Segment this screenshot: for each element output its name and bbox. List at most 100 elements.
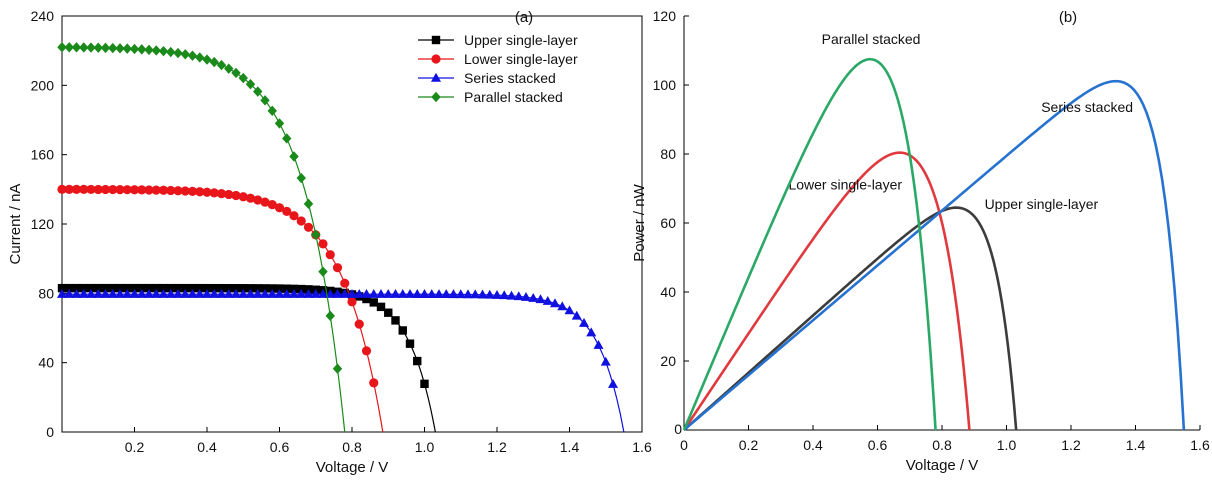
x-tick-label: 1.6 (1190, 437, 1210, 453)
series-marker-2 (347, 289, 357, 298)
series-marker-2 (542, 295, 553, 305)
series-marker-0 (289, 284, 299, 294)
series-marker-2 (339, 289, 350, 298)
series-marker-2 (361, 289, 372, 298)
series-marker-1 (289, 211, 299, 221)
series-marker-0 (210, 283, 219, 293)
series-marker-2 (513, 291, 524, 301)
series-marker-1 (100, 184, 111, 195)
series-marker-2 (151, 289, 162, 298)
y-tick-label: 240 (31, 8, 55, 24)
series-marker-2 (93, 289, 104, 298)
series-marker-1 (282, 206, 292, 216)
legend-label-3: Parallel stacked (464, 89, 563, 105)
series-marker-1 (57, 184, 67, 194)
series-marker-0 (72, 283, 81, 293)
chart-panel-0: 0.2 0.4 0.6 0.8 1.0 1.2 1.4 1.6 0 40 80 120 160 200 24… (7, 8, 652, 476)
series-marker-2 (129, 289, 140, 298)
series-marker-3 (122, 43, 132, 54)
series-marker-1 (274, 203, 285, 213)
origin-label: 0 (674, 421, 682, 437)
x-tick-label: 0.2 (739, 437, 759, 453)
series-marker-2 (593, 340, 604, 349)
series-marker-1 (245, 193, 256, 203)
series-marker-3 (93, 42, 103, 53)
series-marker-2 (158, 289, 169, 298)
series-marker-3 (267, 105, 277, 117)
series-marker-3 (195, 52, 205, 63)
series-marker-2 (463, 289, 473, 299)
series-marker-1 (173, 186, 183, 196)
x-tick-label: 1.2 (487, 439, 507, 455)
series-marker-1 (238, 192, 248, 202)
series-marker-0 (376, 302, 386, 312)
series-marker-1 (260, 197, 270, 207)
series-marker-2 (115, 289, 125, 298)
y-tick-label: 0 (46, 424, 54, 440)
series-marker-2 (57, 289, 67, 298)
series-marker-3 (115, 43, 125, 54)
series-marker-2 (470, 289, 481, 299)
series-line-1 (61, 188, 384, 433)
series-marker-2 (419, 289, 430, 298)
series-marker-2 (506, 290, 517, 300)
y-tick-label: 200 (31, 77, 55, 93)
x-tick-label: 0.8 (342, 439, 362, 455)
x-axis-label: Voltage / V (316, 459, 389, 476)
series-marker-2 (368, 289, 379, 298)
series-marker-0 (181, 283, 190, 293)
series-marker-2 (252, 289, 263, 298)
series-marker-2 (383, 289, 394, 298)
y-tick-label: 40 (660, 284, 676, 300)
series-marker-3 (238, 72, 248, 84)
series-marker-1 (129, 185, 140, 195)
x-tick-label: 0 (680, 437, 688, 453)
series-marker-2 (412, 289, 423, 298)
series-marker-3 (318, 266, 328, 277)
series-marker-0 (202, 283, 212, 293)
series-marker-2 (426, 289, 437, 298)
x-tick-label: 1.2 (1061, 437, 1081, 453)
x-tick-label: 1.4 (560, 439, 580, 455)
series-marker-2 (571, 310, 582, 320)
series-marker-3 (86, 42, 96, 53)
y-tick-label: 60 (660, 215, 676, 231)
series-marker-3 (202, 54, 212, 65)
series-marker-0 (86, 283, 96, 293)
series-marker-3 (231, 67, 241, 79)
series-line-2 (683, 79, 1186, 431)
series-marker-1 (253, 195, 263, 205)
series-marker-2 (535, 294, 546, 304)
series-marker-2 (521, 291, 531, 301)
series-marker-2 (100, 289, 111, 298)
legend-marker-0 (431, 35, 441, 45)
series-marker-2 (557, 301, 568, 311)
series-marker-2 (267, 289, 278, 298)
series-marker-1 (361, 346, 372, 356)
series-marker-2 (216, 289, 227, 298)
series-marker-1 (93, 184, 103, 195)
series-marker-0 (391, 316, 400, 325)
x-tick-label: 0.2 (125, 439, 145, 455)
series-marker-1 (296, 216, 306, 226)
x-tick-label: 0.4 (197, 439, 217, 455)
series-marker-0 (130, 283, 139, 293)
series-marker-3 (129, 43, 140, 55)
series-marker-1 (347, 297, 357, 307)
series-marker-3 (209, 56, 219, 68)
legend-label-1: Lower single-layer (464, 51, 578, 67)
series-marker-2 (390, 289, 401, 298)
series-marker-3 (57, 42, 67, 53)
series-marker-3 (216, 59, 227, 71)
y-tick-label: 100 (653, 77, 677, 93)
series-marker-0 (101, 283, 110, 293)
series-marker-2 (499, 290, 510, 300)
series-marker-0 (420, 379, 429, 389)
series-marker-0 (57, 283, 67, 293)
series-marker-3 (260, 95, 270, 106)
series-marker-2 (223, 289, 234, 298)
series-marker-3 (303, 198, 314, 210)
series-annotation-0: Upper single-layer (985, 196, 1099, 212)
series-marker-1 (166, 185, 176, 196)
series-marker-2 (484, 289, 495, 299)
